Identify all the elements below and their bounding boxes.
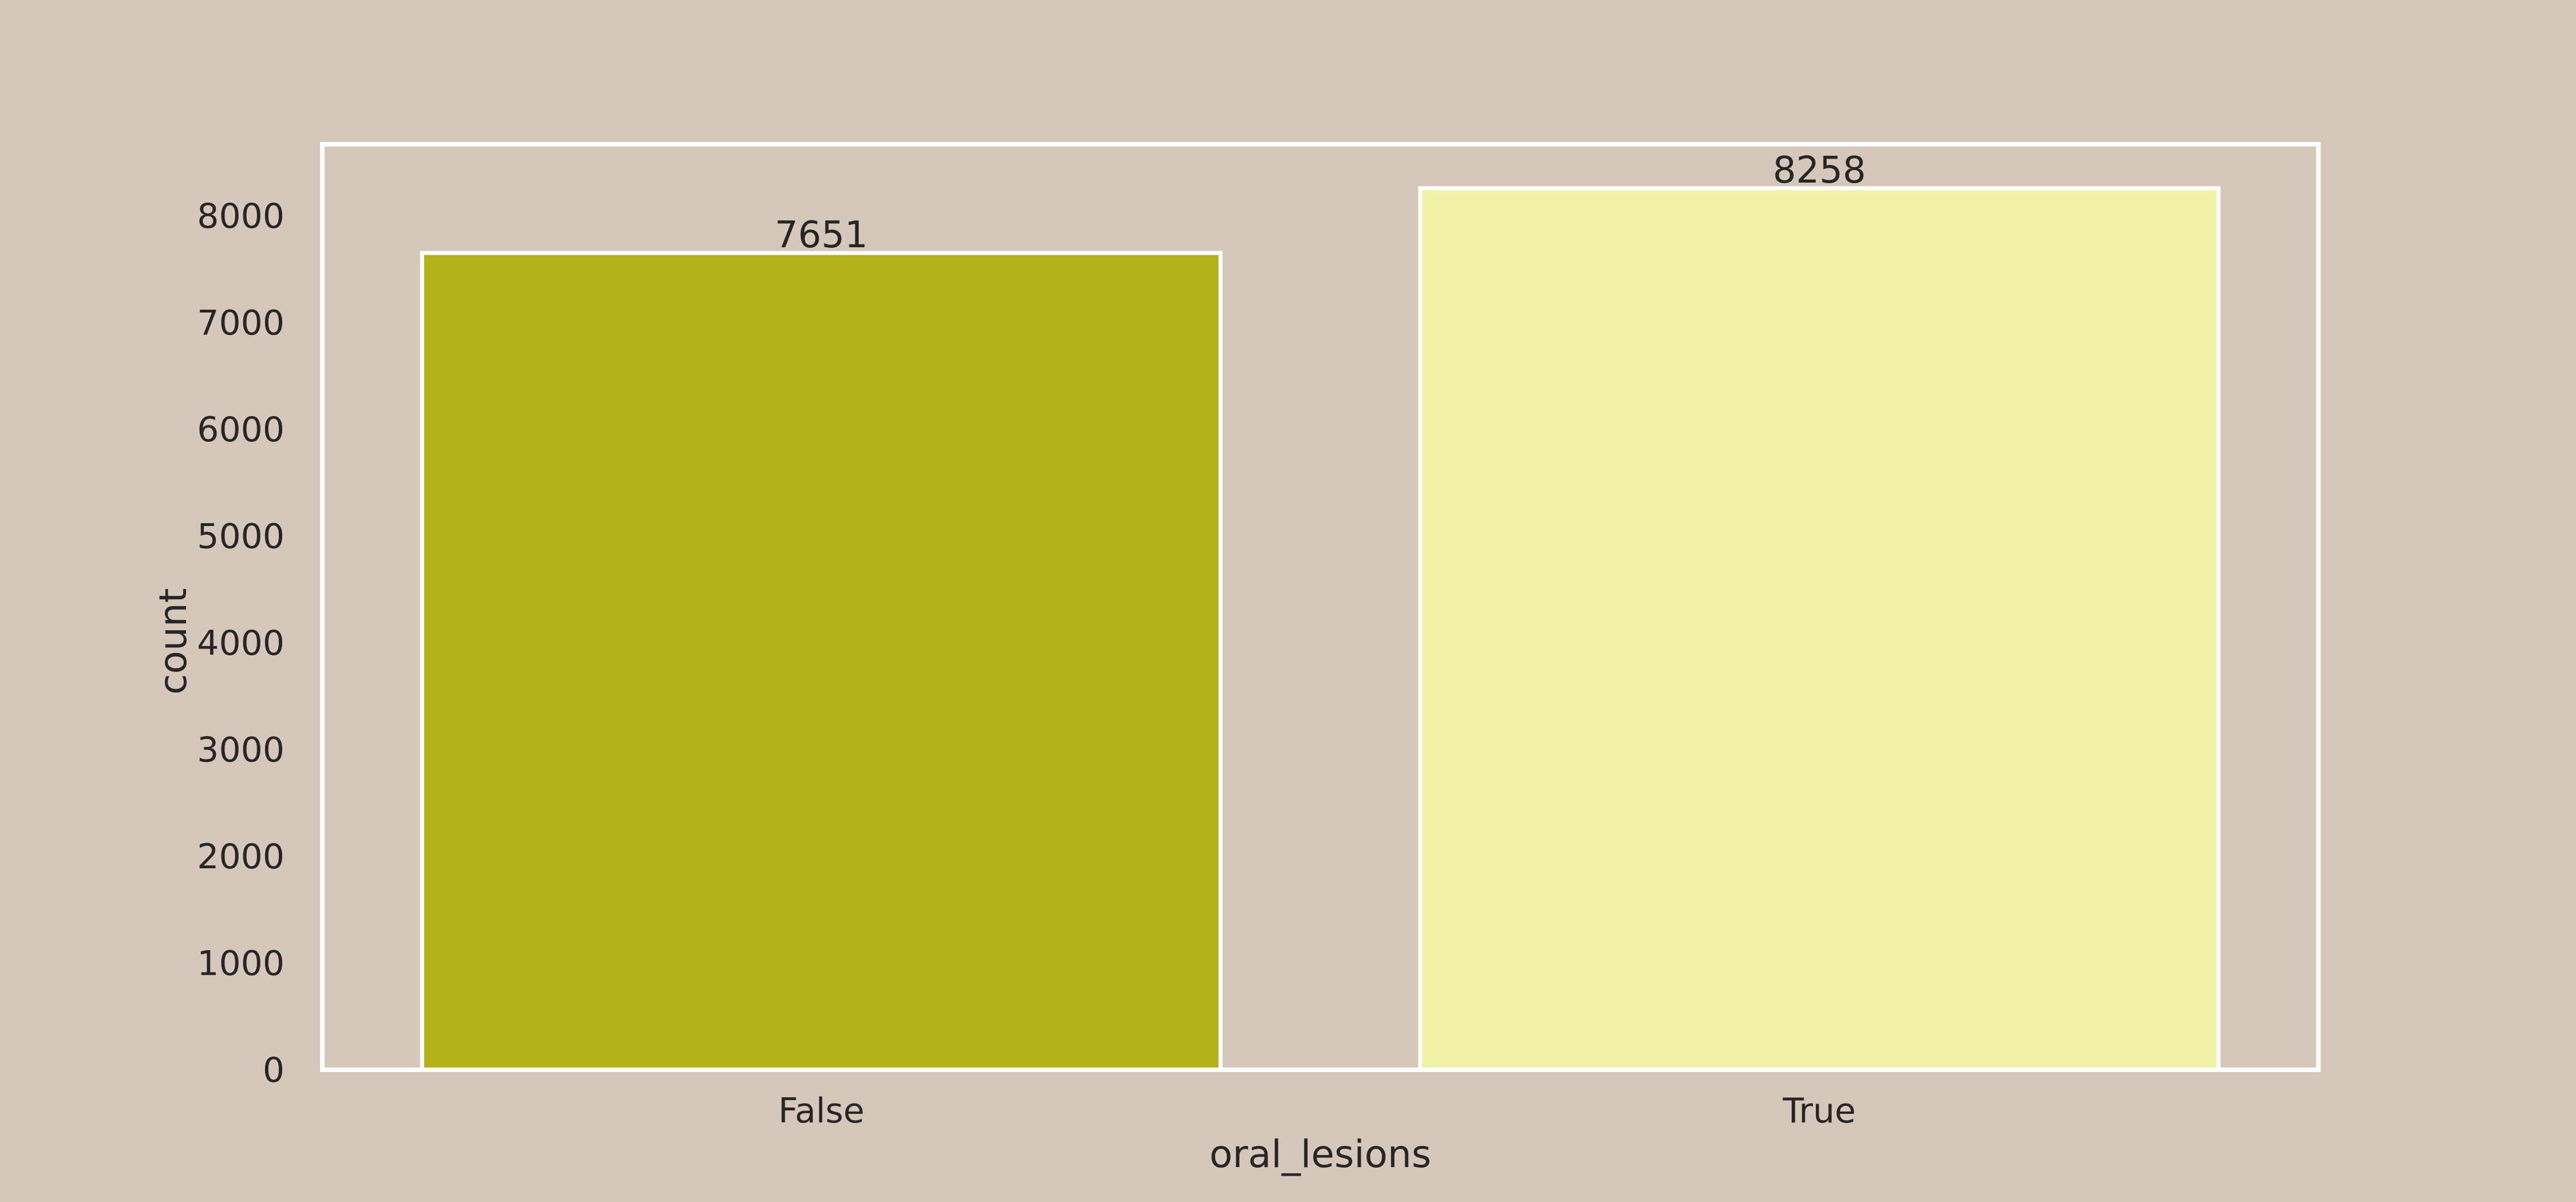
x-tick-label: True [1783,1091,1856,1131]
bar-false [420,251,1223,1072]
y-tick-label: 0 [263,1050,285,1090]
y-axis-label: count [151,588,195,694]
y-tick-label: 8000 [197,196,285,236]
y-axis-ticks: 0 1000 2000 3000 4000 5000 6000 7000 8000 [197,196,285,1090]
y-tick-label: 3000 [197,730,285,770]
y-tick-label: 4000 [197,623,285,663]
data-labels: 7651 8258 [775,149,1866,256]
bars [420,186,2221,1072]
x-axis-ticks: False True [778,1091,1856,1131]
y-tick-label: 1000 [197,943,285,983]
y-tick-label: 2000 [197,837,285,877]
data-label-true: 8258 [1773,149,1866,192]
y-tick-label: 5000 [197,516,285,556]
x-tick-label: False [778,1091,864,1131]
data-label-false: 7651 [775,214,868,256]
y-tick-label: 7000 [197,303,285,343]
x-axis-label: oral_lesions [1210,1132,1432,1176]
bar-true [1418,186,2221,1072]
plot-frame [320,142,2321,1072]
y-tick-label: 6000 [197,410,285,450]
